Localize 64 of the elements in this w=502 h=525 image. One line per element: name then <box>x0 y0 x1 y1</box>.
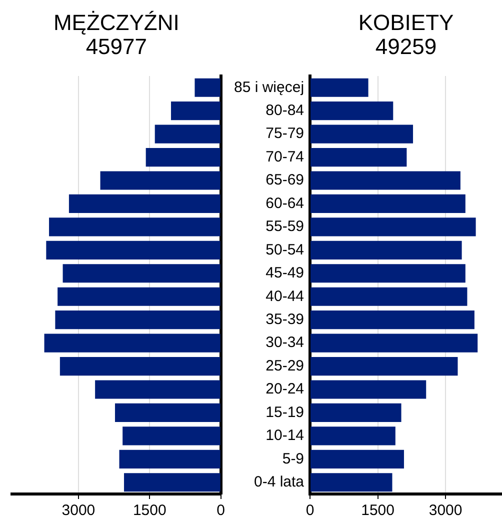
bar <box>100 171 220 190</box>
bar <box>68 194 220 214</box>
bar <box>124 473 220 492</box>
bar <box>310 124 414 144</box>
x-tick-label: 3000 <box>62 502 96 520</box>
y-tick-label: 15-19 <box>266 404 304 421</box>
bar <box>310 473 392 492</box>
y-tick-label: 45-49 <box>266 264 304 282</box>
y-tick-label: 55-59 <box>266 218 304 236</box>
bar <box>146 148 220 167</box>
bar <box>55 310 220 330</box>
bar <box>310 264 466 283</box>
y-tick-label: 25-29 <box>266 357 304 374</box>
bar <box>310 380 426 399</box>
bar <box>49 218 220 236</box>
x-tick-label: 0 <box>306 502 314 520</box>
bar <box>310 403 402 422</box>
y-tick-label: 65-69 <box>266 172 304 189</box>
bar <box>310 287 468 306</box>
x-tick-label: 1500 <box>132 502 166 520</box>
bar <box>60 356 220 376</box>
bar <box>170 102 220 120</box>
y-tick-label: 50-54 <box>266 241 304 258</box>
y-tick-label: 75-79 <box>266 125 304 142</box>
chart-title: MĘŻCZYŹNI <box>53 10 180 35</box>
y-tick-label: 5-9 <box>282 450 304 468</box>
bar <box>310 194 466 214</box>
y-tick-label: 0-4 lata <box>254 474 305 491</box>
bar <box>310 102 394 120</box>
y-tick-label: 30-34 <box>266 334 304 352</box>
bar <box>310 148 407 167</box>
y-tick-label: 20-24 <box>266 380 304 398</box>
bar <box>154 124 220 144</box>
bar <box>194 78 220 97</box>
bar <box>310 356 458 376</box>
bar <box>58 287 220 306</box>
bar <box>310 310 474 330</box>
y-tick-label: 70-74 <box>266 148 304 166</box>
bar <box>310 426 396 446</box>
y-tick-label: 35-39 <box>266 310 304 328</box>
bar <box>310 171 460 190</box>
bar <box>122 426 220 446</box>
y-tick-label: 10-14 <box>266 427 304 444</box>
x-tick-label: 3000 <box>428 502 462 520</box>
y-tick-label: 85 i więcej <box>234 78 304 96</box>
bar <box>310 218 476 236</box>
chart-title: KOBIETY <box>358 10 454 35</box>
bar <box>310 240 462 260</box>
bar <box>310 334 478 352</box>
y-tick-label: 40-44 <box>266 288 304 305</box>
bar <box>62 264 220 283</box>
bar <box>44 334 220 352</box>
x-tick-label: 1500 <box>361 502 394 520</box>
y-tick-label: 80-84 <box>266 102 304 119</box>
bar <box>310 78 368 97</box>
x-tick-label: 0 <box>216 502 225 520</box>
bar <box>46 240 220 260</box>
bar <box>95 380 220 399</box>
bar <box>310 450 404 468</box>
chart-subtitle: 49259 <box>375 34 437 59</box>
y-tick-label: 60-64 <box>266 194 304 212</box>
chart-subtitle: 45977 <box>86 34 148 59</box>
bar <box>119 450 220 468</box>
bar <box>114 403 220 422</box>
